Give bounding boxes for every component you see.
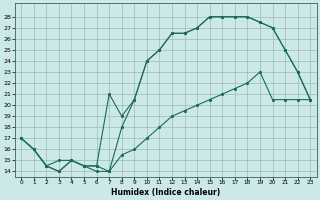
X-axis label: Humidex (Indice chaleur): Humidex (Indice chaleur): [111, 188, 220, 197]
